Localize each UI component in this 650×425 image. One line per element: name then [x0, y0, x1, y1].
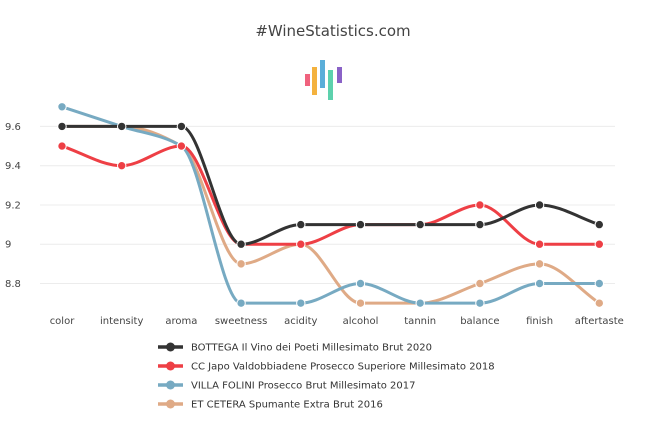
logo-bar — [337, 67, 342, 83]
x-tick-label: alcohol — [343, 316, 379, 327]
data-point[interactable] — [594, 278, 604, 289]
data-point[interactable] — [236, 239, 246, 249]
x-tick-label: aftertaste — [575, 316, 624, 327]
data-point[interactable] — [117, 121, 127, 132]
y-tick-label: 8.8 — [5, 279, 21, 290]
legend: BOTTEGA Il Vino dei Poeti Millesimato Br… — [158, 342, 495, 411]
x-tick-label: tannin — [404, 316, 436, 327]
legend-label: ET CETERA Spumante Extra Brut 2016 — [191, 400, 383, 411]
data-point[interactable] — [534, 200, 545, 210]
series-line — [60, 144, 601, 246]
data-point[interactable] — [117, 160, 127, 171]
series-2 — [57, 141, 604, 249]
x-tick-label: sweetness — [215, 316, 268, 327]
logo-bar — [328, 70, 333, 100]
x-tick-label: intensity — [100, 316, 143, 327]
legend-swatch-marker — [166, 399, 175, 409]
legend-swatch-marker — [166, 361, 175, 371]
data-point[interactable] — [475, 200, 485, 210]
data-point[interactable] — [355, 298, 366, 308]
data-point[interactable] — [475, 298, 485, 308]
series-line — [60, 105, 601, 305]
logo-bar — [305, 74, 310, 86]
data-point[interactable] — [534, 278, 545, 289]
legend-label: VILLA FOLINI Prosecco Brut Millesimato 2… — [191, 381, 416, 392]
legend-item[interactable]: CC Japo Valdobbiadene Prosecco Superiore… — [158, 361, 495, 373]
data-point[interactable] — [236, 298, 246, 308]
series-4 — [57, 121, 604, 308]
legend-item[interactable]: BOTTEGA Il Vino dei Poeti Millesimato Br… — [158, 342, 432, 354]
x-tick-label: aroma — [165, 316, 197, 327]
data-point[interactable] — [57, 121, 67, 132]
data-point[interactable] — [415, 298, 425, 308]
y-tick-label: 9.2 — [5, 200, 21, 211]
data-point[interactable] — [176, 121, 187, 132]
data-point[interactable] — [415, 219, 425, 230]
data-point[interactable] — [475, 278, 485, 289]
x-tick-label: balance — [460, 316, 499, 327]
data-point[interactable] — [57, 102, 67, 112]
series-line — [60, 124, 601, 305]
data-point[interactable] — [594, 219, 604, 230]
legend-item[interactable]: VILLA FOLINI Prosecco Brut Millesimato 2… — [158, 380, 416, 392]
data-point[interactable] — [594, 298, 604, 308]
data-point[interactable] — [236, 259, 246, 269]
legend-swatch-marker — [166, 342, 175, 352]
logo-bar — [312, 67, 317, 95]
chart-title: #WineStatistics.com — [255, 22, 410, 40]
x-tick-label: finish — [526, 316, 553, 327]
data-point[interactable] — [296, 298, 306, 308]
y-tick-label: 9 — [5, 240, 11, 251]
series-1 — [57, 121, 604, 249]
x-tick-label: acidity — [284, 316, 317, 327]
data-point[interactable] — [176, 141, 187, 151]
data-point[interactable] — [355, 278, 366, 289]
data-point[interactable] — [296, 239, 306, 249]
data-point[interactable] — [296, 219, 306, 230]
legend-item[interactable]: ET CETERA Spumante Extra Brut 2016 — [158, 399, 383, 411]
logo-bar — [320, 60, 325, 88]
data-point[interactable] — [594, 239, 604, 249]
x-tick-label: color — [50, 316, 76, 327]
data-point[interactable] — [534, 239, 545, 249]
y-tick-label: 9.4 — [5, 161, 21, 172]
legend-label: CC Japo Valdobbiadene Prosecco Superiore… — [191, 362, 495, 373]
legend-swatch-marker — [166, 380, 175, 390]
data-point[interactable] — [355, 219, 366, 230]
y-tick-label: 9.6 — [5, 122, 21, 133]
data-point[interactable] — [534, 259, 545, 269]
series-line — [60, 124, 601, 246]
legend-label: BOTTEGA Il Vino dei Poeti Millesimato Br… — [191, 343, 432, 354]
data-point[interactable] — [475, 219, 485, 230]
data-point[interactable] — [57, 141, 67, 151]
wine-statistics-logo — [305, 60, 342, 100]
